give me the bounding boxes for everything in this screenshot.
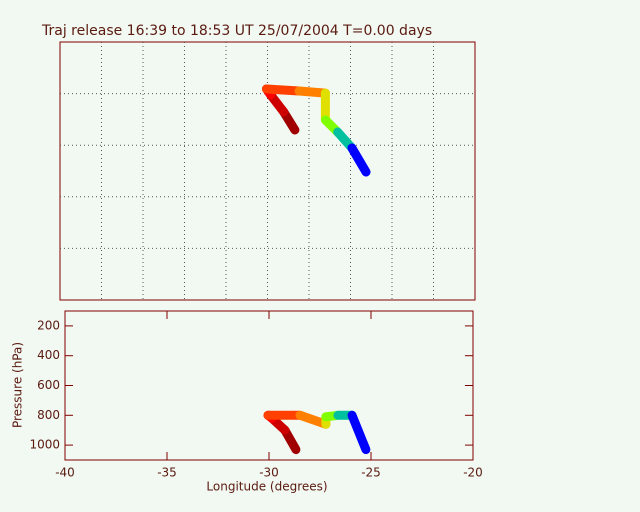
x-tick-label: -20 (463, 466, 483, 480)
y-axis-label: Pressure (hPa) (11, 342, 25, 428)
x-tick-label: -30 (259, 466, 279, 480)
trajectory-segment (261, 84, 304, 96)
trajectory-segment (347, 143, 371, 177)
trajectory-segment (347, 410, 371, 455)
y-tick-label: 400 (37, 348, 60, 362)
y-tick-label: 800 (37, 408, 60, 422)
x-tick-label: -25 (361, 466, 381, 480)
x-axis-label: Longitude (degrees) (206, 480, 327, 494)
y-tick-label: 600 (37, 378, 60, 392)
x-tick-label: -40 (55, 466, 75, 480)
chart-title: Traj release 16:39 to 18:53 UT 25/07/200… (41, 23, 432, 39)
x-tick-label: -35 (157, 466, 177, 480)
y-tick-label: 1000 (29, 438, 60, 452)
y-tick-label: 200 (37, 318, 60, 332)
